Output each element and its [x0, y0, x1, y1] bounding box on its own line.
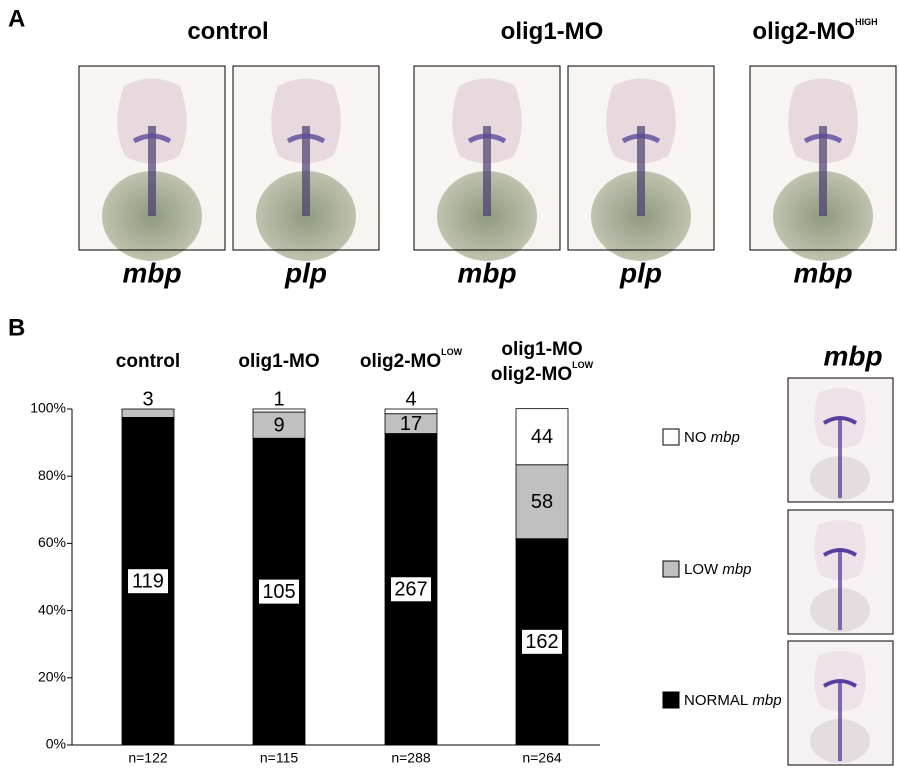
legend-gene: mbp	[711, 429, 740, 446]
panel-label: A	[8, 5, 25, 32]
legend-name: NORMAL	[684, 692, 748, 709]
count-label: 17	[400, 413, 422, 435]
group-title: olig2-MOHIGH	[752, 17, 877, 45]
image-label: mbp	[122, 257, 181, 288]
category-label: control	[116, 351, 180, 372]
image-label: mbp	[793, 257, 852, 288]
count-label: 162	[525, 631, 558, 653]
legend-label: NORMAL mbp	[684, 692, 782, 709]
legend-swatch	[662, 428, 680, 446]
count-label: 44	[531, 426, 553, 448]
count-label-box	[522, 629, 562, 654]
legend-swatch	[662, 560, 680, 578]
count-label: 9	[273, 414, 284, 436]
count-label: 58	[531, 491, 553, 513]
y-tick-label: 20%	[38, 669, 66, 685]
legend-name: NO	[684, 429, 707, 446]
category-label-text: olig1-MO	[501, 339, 582, 360]
y-tick-label: 80%	[38, 467, 66, 483]
bar-segment	[252, 408, 306, 413]
n-label: n=264	[522, 750, 562, 766]
category-label-text: control	[116, 351, 180, 372]
category-label-sup: LOW	[441, 347, 462, 357]
category-label-text: olig2-MO	[360, 351, 441, 372]
group-title-text: olig2-MO	[752, 18, 855, 45]
count-label: 119	[132, 570, 164, 592]
count-label-box	[259, 579, 299, 604]
legend-swatch	[662, 691, 680, 709]
group-title-text: olig1-MO	[501, 18, 604, 45]
legend-label: NO mbp	[684, 429, 740, 446]
bar-segment	[384, 408, 438, 415]
group-title-text: control	[187, 18, 268, 45]
legend-label: LOW mbp	[684, 561, 752, 578]
count-label-box	[128, 569, 168, 594]
image-label: plp	[284, 257, 327, 288]
count-label: 3	[142, 388, 153, 410]
category-label: olig1-MO	[238, 351, 319, 372]
n-label: n=122	[128, 750, 168, 766]
image-column-title: mbp	[823, 340, 882, 371]
count-label: 105	[262, 581, 295, 603]
legend-gene: mbp	[752, 692, 781, 709]
image-label: mbp	[457, 257, 516, 288]
bar-segment	[515, 408, 569, 466]
category-label-text: olig2-MO	[491, 364, 572, 385]
panel-b-images	[786, 376, 895, 767]
panel-a-images	[79, 66, 896, 261]
legend-gene: mbp	[722, 561, 751, 578]
count-label: 1	[273, 388, 284, 410]
count-label-box	[391, 577, 431, 602]
y-tick-label: 100%	[30, 400, 66, 416]
category-label: olig1-MO	[501, 339, 582, 360]
category-label: olig2-MOLOW	[360, 347, 463, 372]
count-label: 4	[405, 388, 416, 410]
category-label-text: olig1-MO	[238, 351, 319, 372]
n-label: n=115	[260, 750, 298, 766]
bar-segment	[121, 408, 175, 418]
y-tick-label: 40%	[38, 601, 66, 617]
group-title-sup: HIGH	[855, 17, 878, 27]
category-label: olig2-MOLOW	[491, 360, 594, 385]
n-label: n=288	[391, 750, 431, 766]
y-tick-label: 60%	[38, 534, 66, 550]
image-label: plp	[619, 257, 662, 288]
group-title: control	[187, 18, 268, 45]
y-tick-label: 0%	[46, 736, 66, 752]
category-label-sup: LOW	[572, 360, 593, 370]
panel-label: B	[8, 314, 25, 341]
count-label: 267	[394, 579, 427, 601]
group-title: olig1-MO	[501, 18, 604, 45]
legend-name: LOW	[684, 561, 719, 578]
